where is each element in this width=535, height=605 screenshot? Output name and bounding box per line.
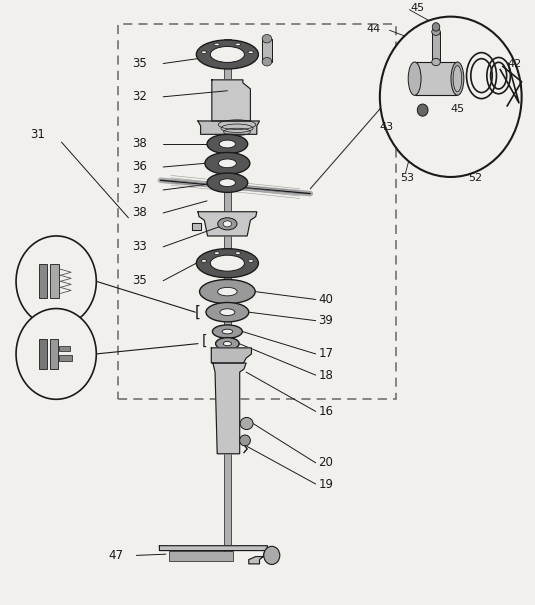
Ellipse shape	[451, 62, 464, 95]
Text: 45: 45	[411, 3, 425, 13]
Polygon shape	[212, 80, 250, 121]
Text: 52: 52	[468, 173, 482, 183]
Text: 32: 32	[132, 90, 147, 103]
Ellipse shape	[223, 341, 232, 346]
Circle shape	[380, 16, 522, 177]
Bar	[118, 24, 396, 399]
Ellipse shape	[262, 34, 272, 43]
Text: 44: 44	[366, 24, 381, 34]
Text: 35: 35	[132, 57, 147, 70]
Bar	[169, 551, 233, 561]
Polygon shape	[213, 363, 246, 454]
Ellipse shape	[235, 43, 241, 46]
Text: 47: 47	[108, 549, 123, 562]
Ellipse shape	[219, 179, 235, 186]
Text: [: [	[195, 305, 201, 319]
Ellipse shape	[219, 140, 235, 148]
Ellipse shape	[216, 338, 239, 350]
Ellipse shape	[264, 546, 280, 564]
Ellipse shape	[453, 65, 462, 92]
Text: 37: 37	[132, 183, 147, 197]
Circle shape	[16, 309, 96, 399]
Ellipse shape	[222, 329, 233, 334]
Ellipse shape	[262, 57, 272, 66]
Text: 42: 42	[507, 59, 522, 69]
Ellipse shape	[205, 152, 250, 174]
Text: 36: 36	[132, 160, 147, 174]
Ellipse shape	[201, 260, 207, 262]
Ellipse shape	[432, 59, 440, 66]
Bar	[415, 62, 457, 95]
Bar	[432, 32, 440, 62]
Polygon shape	[198, 121, 259, 134]
Text: 39: 39	[318, 314, 333, 327]
Polygon shape	[192, 223, 201, 230]
Ellipse shape	[240, 435, 250, 446]
Text: 38: 38	[132, 206, 147, 220]
Ellipse shape	[196, 249, 258, 278]
Text: 16: 16	[318, 405, 333, 418]
Bar	[59, 346, 70, 351]
Text: 17: 17	[318, 347, 333, 361]
Text: 18: 18	[318, 368, 333, 382]
Circle shape	[16, 236, 96, 327]
Ellipse shape	[218, 287, 237, 296]
Ellipse shape	[432, 22, 440, 31]
Ellipse shape	[201, 51, 207, 53]
Ellipse shape	[207, 173, 248, 192]
Ellipse shape	[432, 28, 440, 36]
Ellipse shape	[417, 104, 428, 116]
Text: 20: 20	[318, 456, 333, 469]
Ellipse shape	[223, 221, 232, 227]
Ellipse shape	[200, 280, 255, 304]
Bar	[224, 39, 231, 557]
Bar	[39, 339, 47, 369]
Text: 53: 53	[400, 173, 414, 183]
Ellipse shape	[240, 417, 253, 430]
Ellipse shape	[214, 252, 220, 255]
Text: 33: 33	[132, 240, 147, 253]
Ellipse shape	[220, 309, 235, 316]
Polygon shape	[159, 546, 268, 564]
Bar	[59, 355, 72, 361]
Bar	[50, 264, 59, 298]
Bar	[39, 264, 47, 298]
Ellipse shape	[248, 260, 254, 262]
Polygon shape	[211, 348, 251, 363]
Ellipse shape	[408, 62, 421, 95]
Text: 45: 45	[450, 104, 464, 114]
Ellipse shape	[196, 40, 258, 69]
Ellipse shape	[218, 159, 236, 168]
Text: 43: 43	[380, 122, 394, 132]
Text: 35: 35	[132, 274, 147, 287]
Ellipse shape	[210, 47, 244, 62]
Ellipse shape	[235, 252, 241, 255]
Text: 19: 19	[318, 477, 333, 491]
Ellipse shape	[248, 51, 254, 53]
Ellipse shape	[212, 325, 242, 338]
Ellipse shape	[210, 255, 244, 271]
Text: [: [	[202, 333, 208, 348]
Ellipse shape	[218, 218, 237, 230]
Ellipse shape	[206, 302, 249, 322]
Bar	[50, 339, 58, 369]
Ellipse shape	[207, 134, 248, 154]
Text: 38: 38	[132, 137, 147, 151]
Bar	[262, 39, 272, 62]
Polygon shape	[198, 212, 257, 236]
Ellipse shape	[214, 43, 220, 46]
Text: 31: 31	[30, 128, 45, 141]
Text: 40: 40	[318, 293, 333, 306]
